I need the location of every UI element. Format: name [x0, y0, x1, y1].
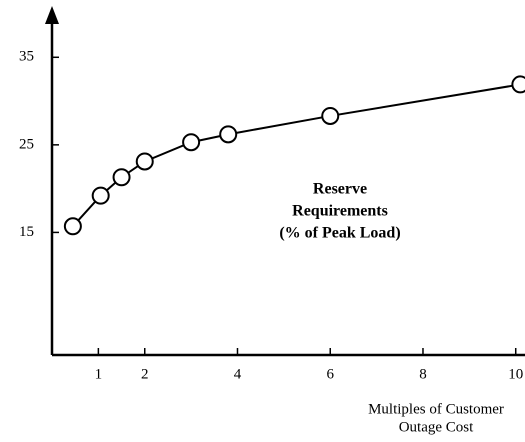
- point: [219, 125, 238, 144]
- point: [182, 133, 201, 152]
- annotation: (% of Peak Load): [279, 225, 400, 242]
- point: [63, 217, 82, 236]
- y-tick-label: 35: [19, 49, 34, 65]
- point: [135, 152, 154, 171]
- x-tick-label: 1: [95, 366, 103, 382]
- x-axis-label: Outage Cost: [399, 419, 474, 435]
- point: [321, 106, 340, 125]
- x-tick-label: 4: [234, 366, 242, 382]
- y-tick-label: 15: [19, 224, 34, 240]
- annotation: Reserve: [313, 181, 367, 198]
- point: [511, 75, 525, 94]
- x-tick-label: 2: [141, 366, 149, 382]
- annotation: Requirements: [292, 203, 388, 220]
- point: [91, 186, 110, 205]
- x-tick-label: 8: [419, 366, 427, 382]
- x-tick-label: 6: [326, 366, 334, 382]
- x-tick-label: 10: [508, 366, 523, 382]
- y-axis-arrow: [45, 6, 59, 24]
- point: [112, 168, 131, 187]
- x-axis-label: Multiples of Customer: [368, 401, 504, 417]
- y-tick-label: 25: [19, 136, 34, 152]
